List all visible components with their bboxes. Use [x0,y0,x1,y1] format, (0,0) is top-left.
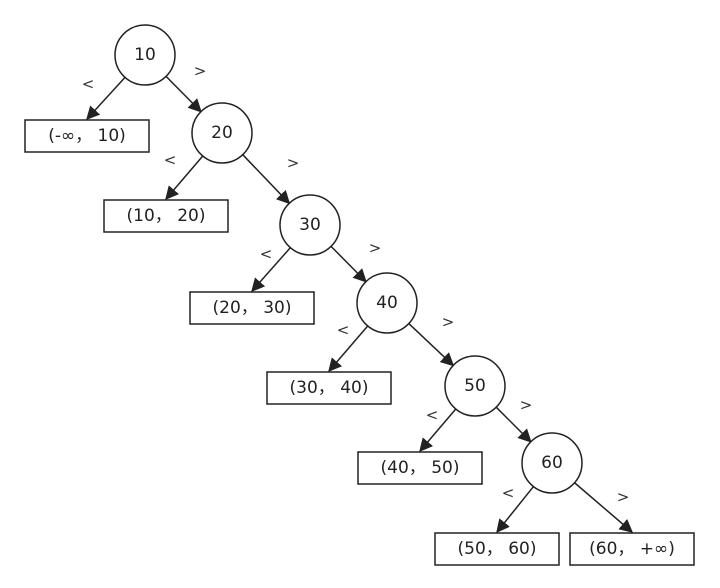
edge-label-n40-n50: > [442,313,455,331]
edge-n40-l3 [328,325,369,373]
edge-n50-l4 [419,408,457,453]
edge-label-n40-l3: < [337,321,350,339]
tree-node-circle [114,24,176,86]
edge-labels-layer: < > < > < > < > < > < > [82,62,630,506]
edge-label-n10-n20: > [194,62,207,80]
edge-n20-l1 [165,155,204,201]
tree-node-20: 20 [191,102,253,164]
interval-leaf-box [357,451,483,485]
nodes-layer: 10 20 30 40 50 60 [114,24,583,494]
edge-n50-n60 [495,406,532,443]
edge-label-n50-l4: < [426,406,439,424]
tree-node-label: 40 [376,293,398,313]
edge-label-n30-n40: > [369,239,382,257]
interval-leaf-label: (10， 20) [127,206,206,226]
tree-node-circle [191,102,253,164]
interval-leaf-2: (20， 30) [189,291,315,325]
interval-leaf-5: (50， 60) [434,532,560,566]
tree-node-label: 30 [299,215,321,235]
edge-label-n60-l5: < [502,484,515,502]
interval-leaf-label: (40， 50) [381,458,460,478]
tree-node-60: 60 [521,432,583,494]
tree-node-circle [444,355,506,417]
interval-leaf-label: (60， +∞) [589,539,675,559]
interval-leaf-box [189,291,315,325]
edge-label-n30-l2: < [260,245,273,263]
edge-label-n50-n60: > [520,396,533,414]
tree-node-label: 10 [134,45,156,65]
interval-leaf-0: (-∞， 10) [24,119,150,153]
interval-leaf-label: (-∞， 10) [48,126,126,146]
edge-label-n10-l0: < [82,75,95,93]
interval-leaf-box [103,199,229,233]
interval-leaf-3: (30， 40) [266,371,392,405]
tree-node-label: 50 [464,376,486,396]
edge-n60-l5 [496,486,535,534]
tree-node-50: 50 [444,355,506,417]
edge-n10-l0 [86,76,126,120]
interval-leaf-label: (20， 30) [213,298,292,318]
tree-node-circle [356,272,418,334]
tree-node-30: 30 [279,194,341,256]
leaves-layer: (-∞， 10) (10， 20) (20， 30) (30， 40) (40， 50)… [24,119,695,566]
edge-label-n20-l1: < [164,151,177,169]
tree-node-label: 60 [541,453,563,473]
edge-n60-l6 [574,482,634,533]
edge-n30-l2 [251,247,291,293]
interval-leaf-6: (60， +∞) [569,532,695,566]
tree-node-circle [279,194,341,256]
interval-leaf-label: (30， 40) [290,378,369,398]
interval-leaf-1: (10， 20) [103,199,229,233]
edge-n40-n50 [408,323,455,367]
edge-n30-n40 [330,245,367,283]
edges-layer [86,75,634,534]
interval-leaf-box [266,371,392,405]
interval-leaf-box [24,119,150,153]
edge-label-n20-n30: > [287,154,300,172]
interval-leaf-box [569,532,695,566]
interval-leaf-4: (40， 50) [357,451,483,485]
edge-n20-n30 [242,154,291,205]
tree-node-circle [521,432,583,494]
tree-node-label: 20 [211,123,233,143]
edge-label-n60-l6: > [617,488,630,506]
tree-node-40: 40 [356,272,418,334]
edge-n10-n20 [165,75,202,113]
tree-node-10: 10 [114,24,176,86]
interval-leaf-box [434,532,560,566]
interval-leaf-label: (50， 60) [458,539,537,559]
